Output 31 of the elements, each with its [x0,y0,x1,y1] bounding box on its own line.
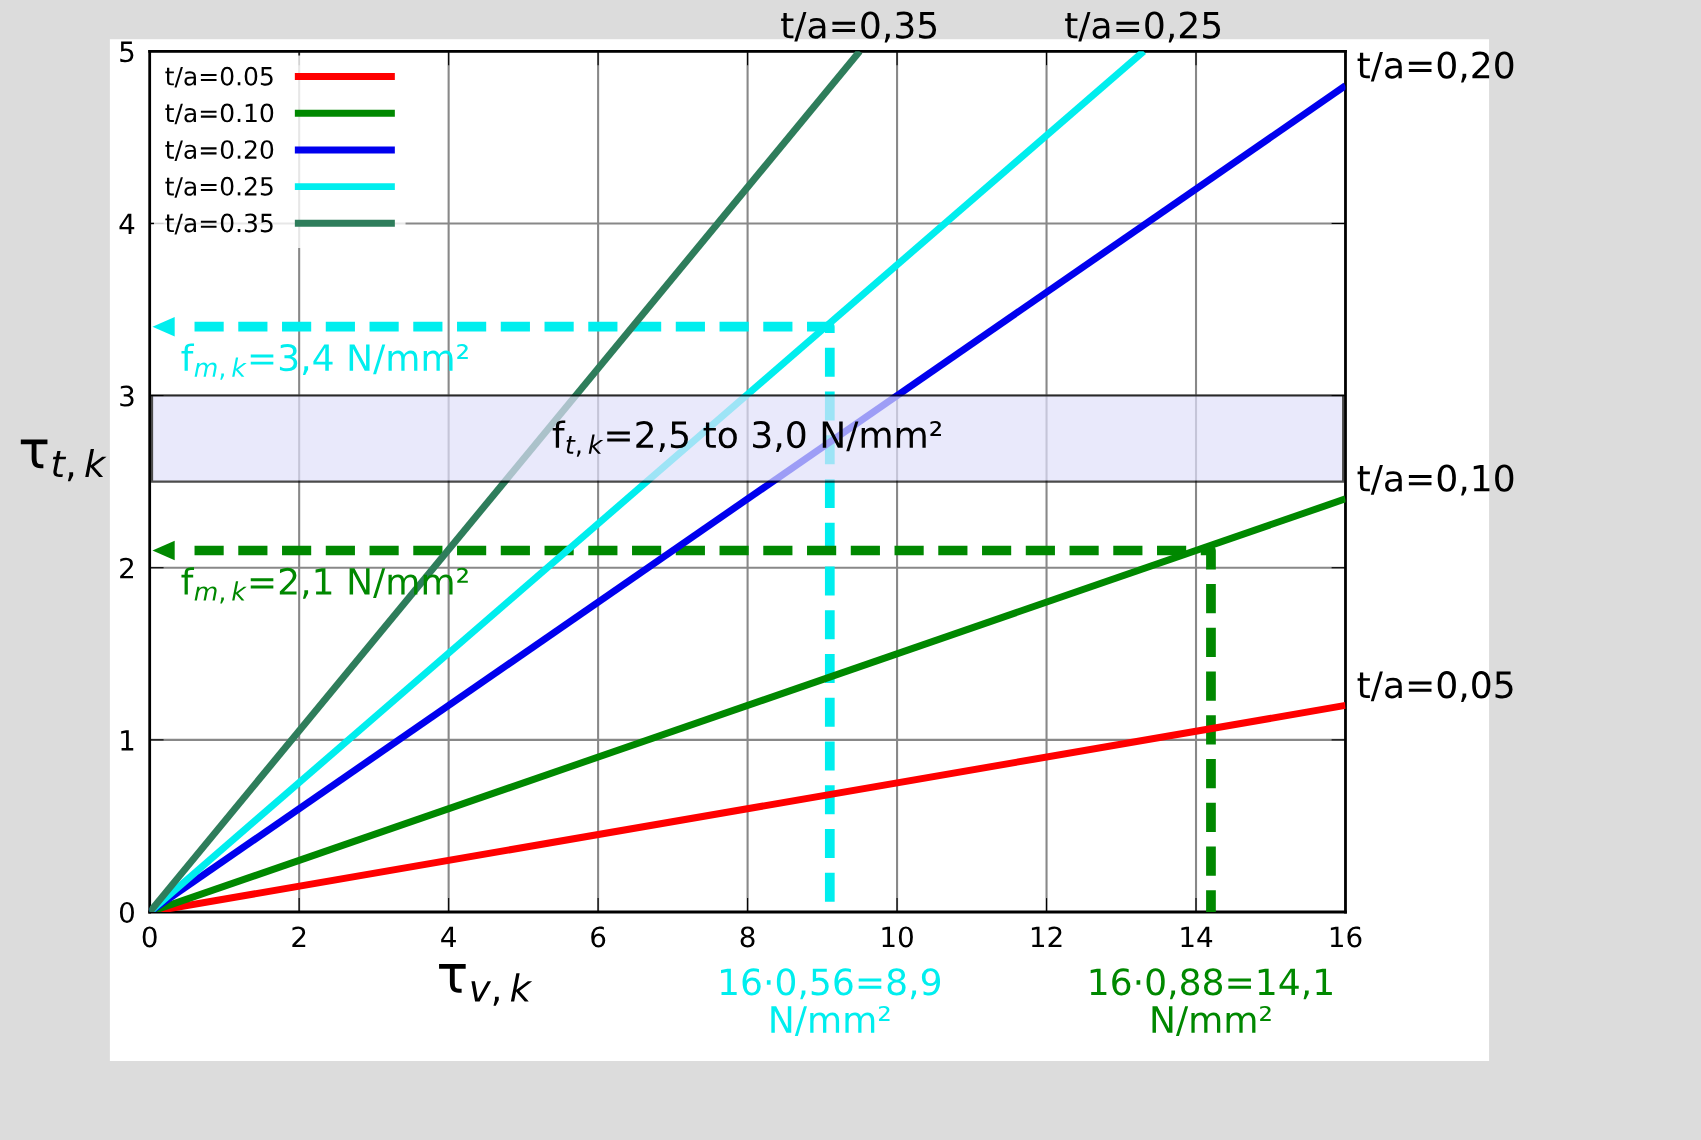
legend-label: t/a=0.05 [165,66,273,88]
y-tick-label: 0 [119,901,134,923]
y-tick-label: 3 [120,385,134,407]
legend-label: t/a=0.25 [165,176,273,198]
x-tick-label: 8 [740,926,755,948]
y-tick-label: 5 [120,41,134,63]
annotation: t/a=0,05 [1357,671,1513,703]
annotation: f$_{m,k}$=3,4 N/mm² [181,343,468,380]
y-tick-label: 1 [121,730,134,751]
x-tick-label: 10 [882,926,913,948]
x-tick-label: 16 [1330,926,1362,948]
x-tick-label: 14 [1181,926,1213,947]
x-tick-label: 6 [591,926,606,948]
annotation: 16·0,88=14,1 N/mm² [1090,968,1332,1037]
annotation: t/a=0,35 [781,11,937,43]
annotation: 16·0,56=8,9 N/mm² [721,968,941,1037]
legend-label: t/a=0.20 [165,140,274,162]
x-axis-title: τ$_{v,k}$ [439,963,533,1006]
legend-label: t/a=0.35 [165,213,273,235]
annotation: t/a=0,20 [1357,51,1514,83]
x-tick-label: 0 [142,926,157,948]
band-label: f$_{t,k}$=2,5 to 3,0 N/mm² [552,420,941,457]
y-tick-label: 4 [119,213,135,234]
legend-label: t/a=0.10 [165,103,274,125]
annotation: t/a=0,10 [1357,464,1514,496]
x-tick-label: 2 [292,926,306,947]
x-tick-label: 4 [441,926,456,947]
annotation: t/a=0,25 [1065,11,1221,43]
x-tick-label: 12 [1031,926,1062,947]
y-axis-title: τ$_{t,k}$ [20,439,107,482]
y-tick-label: 2 [120,557,134,579]
